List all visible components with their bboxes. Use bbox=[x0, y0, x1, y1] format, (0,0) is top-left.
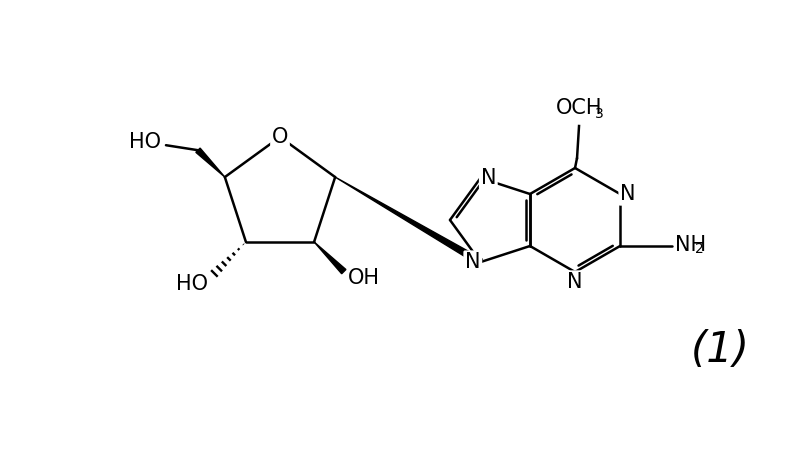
Text: N: N bbox=[480, 168, 496, 188]
Text: OCH: OCH bbox=[555, 98, 602, 118]
Text: N: N bbox=[567, 272, 582, 292]
Text: (1): (1) bbox=[689, 329, 749, 371]
Text: N: N bbox=[620, 184, 635, 204]
Text: 3: 3 bbox=[594, 107, 603, 121]
Text: HO: HO bbox=[176, 274, 208, 294]
Polygon shape bbox=[314, 242, 345, 274]
Text: HO: HO bbox=[129, 132, 161, 152]
Text: 2: 2 bbox=[694, 242, 703, 256]
Polygon shape bbox=[195, 148, 225, 177]
Text: OH: OH bbox=[347, 268, 380, 288]
Text: O: O bbox=[272, 127, 288, 147]
Polygon shape bbox=[335, 177, 482, 265]
Text: N: N bbox=[465, 252, 480, 272]
Text: NH: NH bbox=[674, 235, 706, 255]
